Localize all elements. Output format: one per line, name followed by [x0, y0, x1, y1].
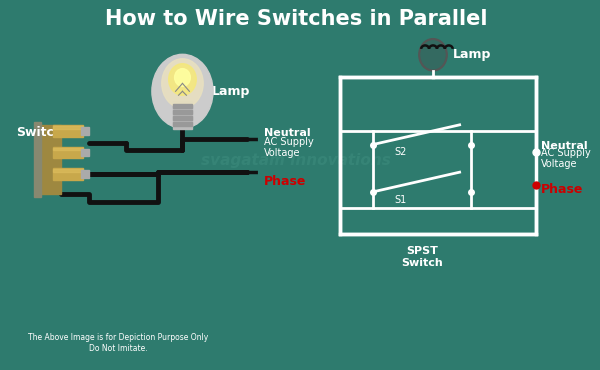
Bar	[81, 148, 89, 157]
Bar	[53, 148, 83, 151]
Bar	[373, 131, 472, 208]
Bar	[81, 170, 89, 178]
Bar	[173, 104, 193, 108]
Text: svagatam innovations: svagatam innovations	[201, 153, 391, 168]
Bar	[173, 101, 193, 129]
Ellipse shape	[169, 64, 196, 95]
Text: Phase: Phase	[265, 175, 307, 188]
Ellipse shape	[175, 68, 190, 86]
Bar	[173, 122, 193, 126]
Text: The Above Image is for Depiction Purpose Only
Do Not Imitate.: The Above Image is for Depiction Purpose…	[28, 333, 208, 353]
Ellipse shape	[162, 59, 203, 108]
Bar	[173, 116, 193, 120]
Text: AC Supply
Voltage: AC Supply Voltage	[265, 137, 314, 158]
Bar	[81, 127, 89, 135]
Bar	[53, 169, 83, 172]
Text: Phase: Phase	[541, 184, 583, 196]
Ellipse shape	[419, 39, 447, 71]
Bar	[53, 126, 83, 129]
Text: Neutral: Neutral	[265, 128, 311, 138]
Bar	[53, 147, 83, 158]
Bar	[53, 168, 83, 180]
Text: How to Wire Switches in Parallel: How to Wire Switches in Parallel	[104, 9, 487, 29]
Text: SPST
Switch: SPST Switch	[401, 246, 443, 268]
Text: Lamp: Lamp	[453, 48, 491, 61]
Bar	[34, 122, 41, 197]
Bar	[340, 77, 536, 234]
Text: Switches: Switches	[16, 126, 79, 139]
Text: AC Supply
Voltage: AC Supply Voltage	[541, 148, 590, 169]
Ellipse shape	[152, 54, 213, 128]
Text: Neutral: Neutral	[541, 141, 587, 151]
Bar	[173, 110, 193, 114]
Bar	[53, 125, 83, 137]
Bar	[40, 125, 61, 194]
Text: Lamp: Lamp	[212, 85, 250, 98]
Text: S2: S2	[394, 148, 407, 158]
Text: S1: S1	[394, 195, 407, 205]
